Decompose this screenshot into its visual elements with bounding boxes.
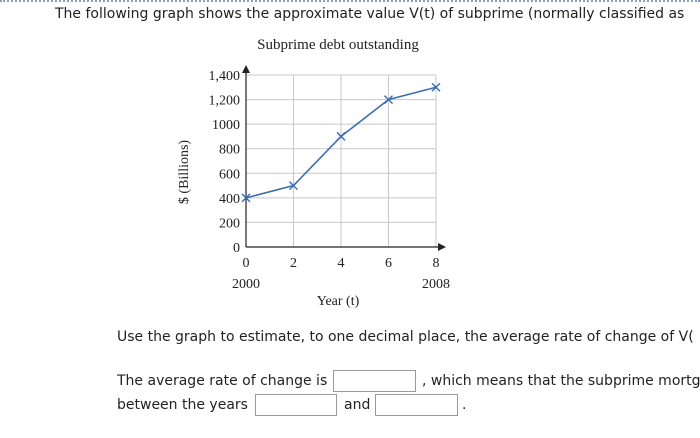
y-axis-label: $ (Billions) xyxy=(177,140,192,205)
intro-text: The following graph shows the approximat… xyxy=(55,6,685,22)
y-tick-label: 200 xyxy=(219,216,240,231)
x-tick-label: 6 xyxy=(385,256,392,271)
rate-input[interactable] xyxy=(333,370,416,392)
y-tick-label: 400 xyxy=(219,192,240,207)
chart-title: Subprime debt outstanding xyxy=(257,37,419,53)
answer-text: , which means that the subprime mortg xyxy=(422,373,700,389)
answer-label: between the years xyxy=(117,397,248,413)
y-tick-label: 1,200 xyxy=(209,94,241,109)
axis-arrow xyxy=(242,65,250,73)
start-year-input[interactable] xyxy=(255,394,337,416)
y-tick-label: 1,400 xyxy=(209,69,241,84)
answer-label: The average rate of change is xyxy=(117,373,328,389)
end-year-input[interactable] xyxy=(375,394,458,416)
y-tick-label: 1000 xyxy=(212,118,240,133)
y-tick-label: 600 xyxy=(219,167,240,182)
instruction-text: Use the graph to estimate, to one decima… xyxy=(117,329,694,345)
x-year-label: 2008 xyxy=(422,277,450,292)
x-tick-label: 0 xyxy=(243,256,250,271)
chart: Subprime debt outstanding $ (Billions) Y… xyxy=(177,37,450,309)
data-point xyxy=(289,181,298,191)
x-axis-label: Year (t) xyxy=(317,294,360,309)
data-point xyxy=(431,82,441,92)
answer-label: . xyxy=(462,397,467,413)
data-point xyxy=(241,193,251,203)
data-point xyxy=(336,131,346,141)
x-year-label: 2000 xyxy=(232,277,260,292)
axis-arrow xyxy=(438,243,446,251)
divider xyxy=(0,0,700,2)
y-tick-label: 0 xyxy=(233,241,240,256)
answer-label: and xyxy=(344,397,371,413)
data-point xyxy=(384,95,393,105)
x-tick-label: 4 xyxy=(338,256,345,271)
x-tick-label: 2 xyxy=(290,256,297,271)
x-tick-label: 8 xyxy=(433,256,440,271)
y-tick-label: 800 xyxy=(219,143,240,158)
